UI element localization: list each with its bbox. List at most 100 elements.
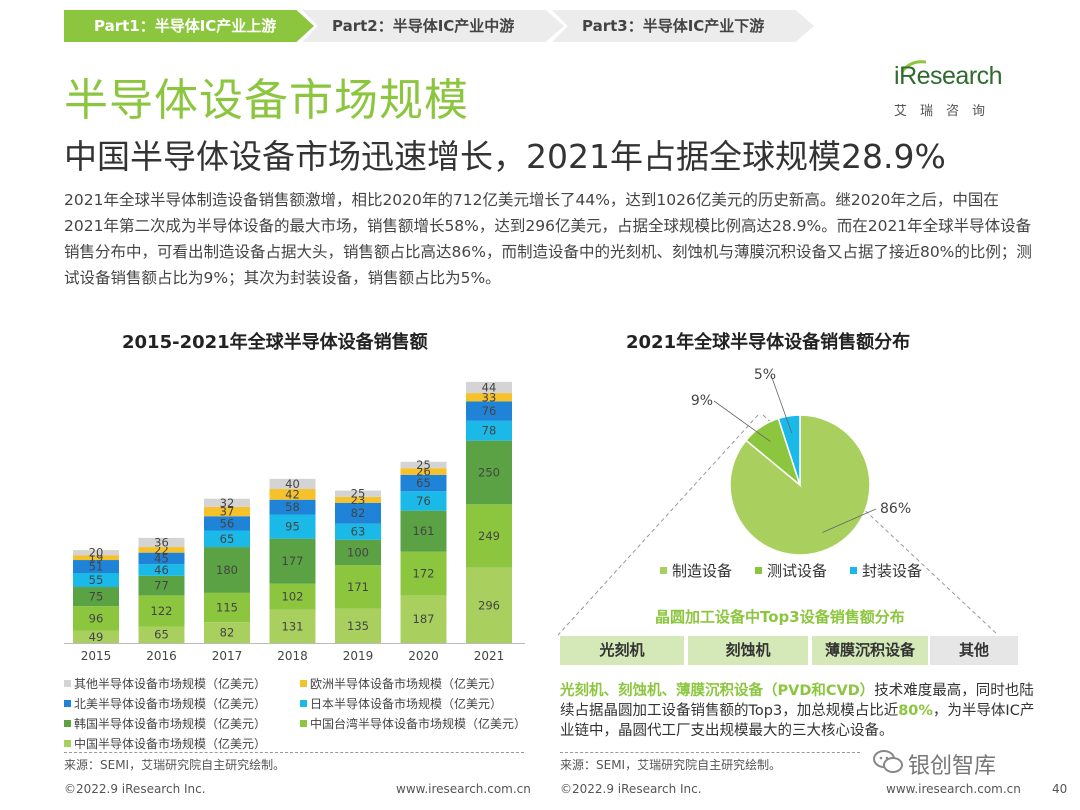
bar-value-label: 96 xyxy=(89,611,104,625)
bar-value-label: 65 xyxy=(220,532,235,546)
bar-value-label: 36 xyxy=(154,535,169,549)
bar-value-label: 296 xyxy=(478,598,500,612)
bar-segment xyxy=(400,474,447,492)
bar-value-label: 78 xyxy=(482,424,497,438)
bar-segment xyxy=(400,461,447,469)
bar-value-label: 161 xyxy=(413,524,435,538)
summary-highlight2: 80% xyxy=(898,703,933,719)
legend-item: 日本半导体设备市场规模（亿美元） xyxy=(300,696,502,712)
legend-item: 韩国半导体设备市场规模（亿美元） xyxy=(64,716,266,732)
bar-value-label: 65 xyxy=(416,476,431,490)
bar-segment xyxy=(73,560,119,574)
bar-segment xyxy=(204,498,250,507)
bar-value-label: 249 xyxy=(478,529,500,543)
bar-value-label: 187 xyxy=(413,612,435,626)
legend-label: 中国台湾半导体设备市场规模（亿美元） xyxy=(310,717,527,731)
bar-value-label: 95 xyxy=(285,520,300,534)
source-left: 来源：SEMI，艾瑞研究院自主研究绘制。 xyxy=(64,758,286,772)
page-number: 40 xyxy=(1052,782,1068,796)
bar-segment xyxy=(466,381,512,394)
bar-segment xyxy=(204,592,250,623)
legend-swatch xyxy=(64,680,71,687)
tab-part2[interactable]: Part2：半导体IC产业中游 xyxy=(302,10,564,42)
bar-segment xyxy=(269,583,316,610)
page-subtitle: 中国半导体设备市场迅速增长，2021年占据全球规模28.9% xyxy=(64,137,946,176)
bar-segment xyxy=(138,575,185,596)
bar-segment xyxy=(400,510,447,552)
bar-value-label: 115 xyxy=(216,600,238,614)
bar-value-label: 25 xyxy=(416,458,431,472)
bar-segment xyxy=(73,587,119,607)
top3-item-etching: 刻蚀机 xyxy=(688,636,808,665)
bar-segment xyxy=(269,478,316,490)
part-tabs: Part1：半导体IC产业上游 Part2：半导体IC产业中游 Part3：半导… xyxy=(64,10,824,42)
x-tick-label: 2020 xyxy=(408,649,439,663)
bar-value-label: 55 xyxy=(89,573,104,587)
legend-item: 中国台湾半导体设备市场规模（亿美元） xyxy=(300,716,526,732)
bar-segment xyxy=(269,538,316,584)
bar-value-label: 177 xyxy=(282,554,304,568)
pie-value-label: 9% xyxy=(691,393,713,409)
bar-value-label: 45 xyxy=(154,551,169,565)
bar-value-label: 42 xyxy=(285,487,300,501)
bar-segment xyxy=(269,489,316,500)
pie-legend-label: 测试设备 xyxy=(767,562,828,580)
top3-item-lithography: 光刻机 xyxy=(560,636,684,665)
summary-text2: ，为半导体IC产业链中，晶圆代工厂支出规模最大的三大核心设备。 xyxy=(560,703,1035,739)
bar-segment xyxy=(335,608,381,643)
bar-segment xyxy=(466,393,512,402)
tab-part3[interactable]: Part3：半导体IC产业下游 xyxy=(552,10,814,42)
bar-segment xyxy=(269,609,316,643)
watermark: 银创智库 xyxy=(908,754,997,779)
bar-value-label: 171 xyxy=(347,580,369,594)
bar-segment xyxy=(269,514,316,539)
legend-label: 其他半导体设备市场规模（亿美元） xyxy=(74,677,267,691)
legend-item: 欧洲半导体设备市场规模（亿美元） xyxy=(300,676,502,692)
pie-leader-line xyxy=(713,400,771,442)
bar-value-label: 65 xyxy=(154,628,169,642)
logo-brand-text: Research xyxy=(899,62,1003,90)
bar-segment xyxy=(466,567,512,643)
tab-part1[interactable]: Part1：半导体IC产业上游 xyxy=(64,10,314,42)
top3-item-other: 其他 xyxy=(930,636,1018,665)
legend-swatch xyxy=(300,700,307,707)
legend-label: 欧洲半导体设备市场规模（亿美元） xyxy=(310,677,503,691)
bar-value-label: 58 xyxy=(285,500,300,514)
footer-url-left[interactable]: www.iresearch.com.cn xyxy=(396,782,531,796)
legend-label: 中国半导体设备市场规模（亿美元） xyxy=(74,737,267,751)
description: 2021年全球半导体制造设备销售额激增，相比2020年的712亿美元增长了44%… xyxy=(64,191,1032,287)
bar-value-label: 63 xyxy=(351,525,366,539)
bar-value-label: 75 xyxy=(89,590,104,604)
bar-segment xyxy=(204,516,250,531)
bar-segment xyxy=(73,630,119,643)
bar-value-label: 102 xyxy=(282,590,304,604)
footer-url-right[interactable]: www.iresearch.com.cn xyxy=(886,782,1021,796)
pie-legend-swatch xyxy=(755,567,762,574)
pie-legend-label: 封装设备 xyxy=(862,562,923,580)
bar-value-label: 25 xyxy=(351,487,366,501)
legend-item: 其他半导体设备市场规模（亿美元） xyxy=(64,676,266,692)
bar-value-label: 46 xyxy=(154,563,169,577)
bar-value-label: 76 xyxy=(482,404,497,418)
bar-segment xyxy=(204,506,250,517)
footer-copyright-left: ©2022.9 iResearch Inc. xyxy=(64,782,206,796)
legend-item: 中国半导体设备市场规模（亿美元） xyxy=(64,736,266,752)
logo-swoosh-icon xyxy=(900,60,927,73)
bar-segment xyxy=(269,499,316,515)
pie-legend-label: 制造设备 xyxy=(672,562,733,580)
bar-value-label: 37 xyxy=(220,505,235,519)
bar-value-label: 82 xyxy=(351,506,366,520)
footer-copyright-right: ©2022.9 iResearch Inc. xyxy=(560,782,702,796)
bar-value-label: 33 xyxy=(482,390,497,404)
bar-value-label: 131 xyxy=(282,619,304,633)
x-tick-label: 2021 xyxy=(474,649,505,663)
bar-value-label: 172 xyxy=(413,567,435,581)
legend-label: 北美半导体设备市场规模（亿美元） xyxy=(74,697,267,711)
bar-segment xyxy=(138,564,185,576)
bar-chart: 4996755551192020156512277464522362016821… xyxy=(64,380,525,663)
bar-segment xyxy=(466,420,512,441)
bar-value-label: 135 xyxy=(347,619,369,633)
bar-segment xyxy=(335,539,381,566)
bar-value-label: 51 xyxy=(89,560,104,574)
bar-segment xyxy=(204,622,250,643)
